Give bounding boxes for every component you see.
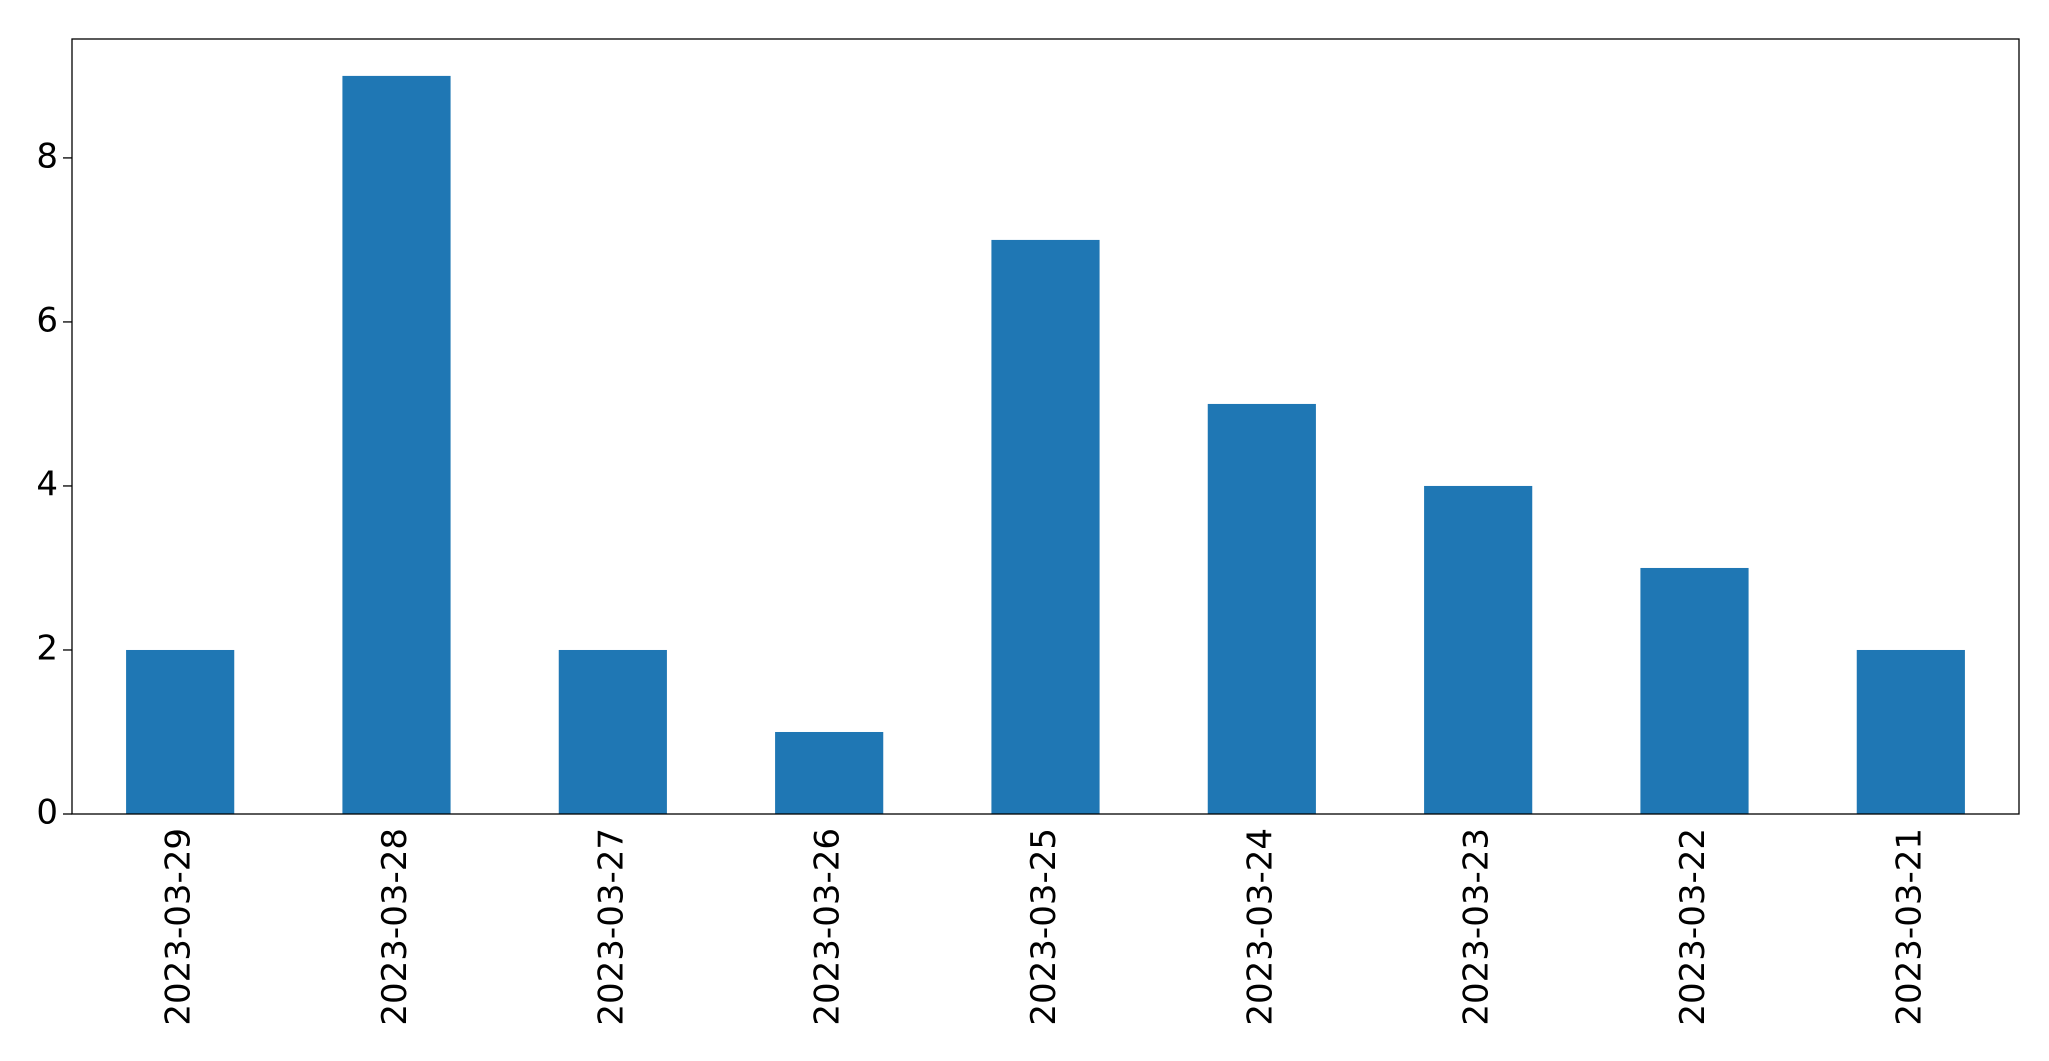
bar [1640, 567, 1749, 814]
y-tick-label: 2 [36, 628, 58, 668]
y-tick-label: 4 [36, 464, 58, 504]
x-tick-label: 2023-03-25 [1024, 828, 1064, 1026]
bar [342, 75, 451, 814]
bar [1424, 485, 1533, 814]
y-tick-label: 6 [36, 300, 58, 340]
x-tick-label: 2023-03-26 [808, 828, 848, 1026]
bar [1207, 403, 1316, 814]
x-tick-label: 2023-03-28 [375, 828, 415, 1026]
bar [1856, 649, 1965, 814]
bar [558, 649, 667, 814]
bar [775, 731, 884, 814]
x-tick-label: 2023-03-29 [159, 828, 199, 1026]
bar [991, 239, 1100, 815]
y-tick-label: 8 [36, 136, 58, 176]
x-tick-label: 2023-03-23 [1457, 828, 1497, 1026]
x-tick-label: 2023-03-21 [1889, 828, 1929, 1026]
x-tick-label: 2023-03-22 [1673, 828, 1713, 1026]
bar [126, 649, 235, 814]
x-tick-label: 2023-03-27 [591, 828, 631, 1026]
x-tick-label: 2023-03-24 [1240, 828, 1280, 1026]
plot-frame [71, 38, 2020, 815]
y-tick-label: 0 [36, 793, 58, 833]
